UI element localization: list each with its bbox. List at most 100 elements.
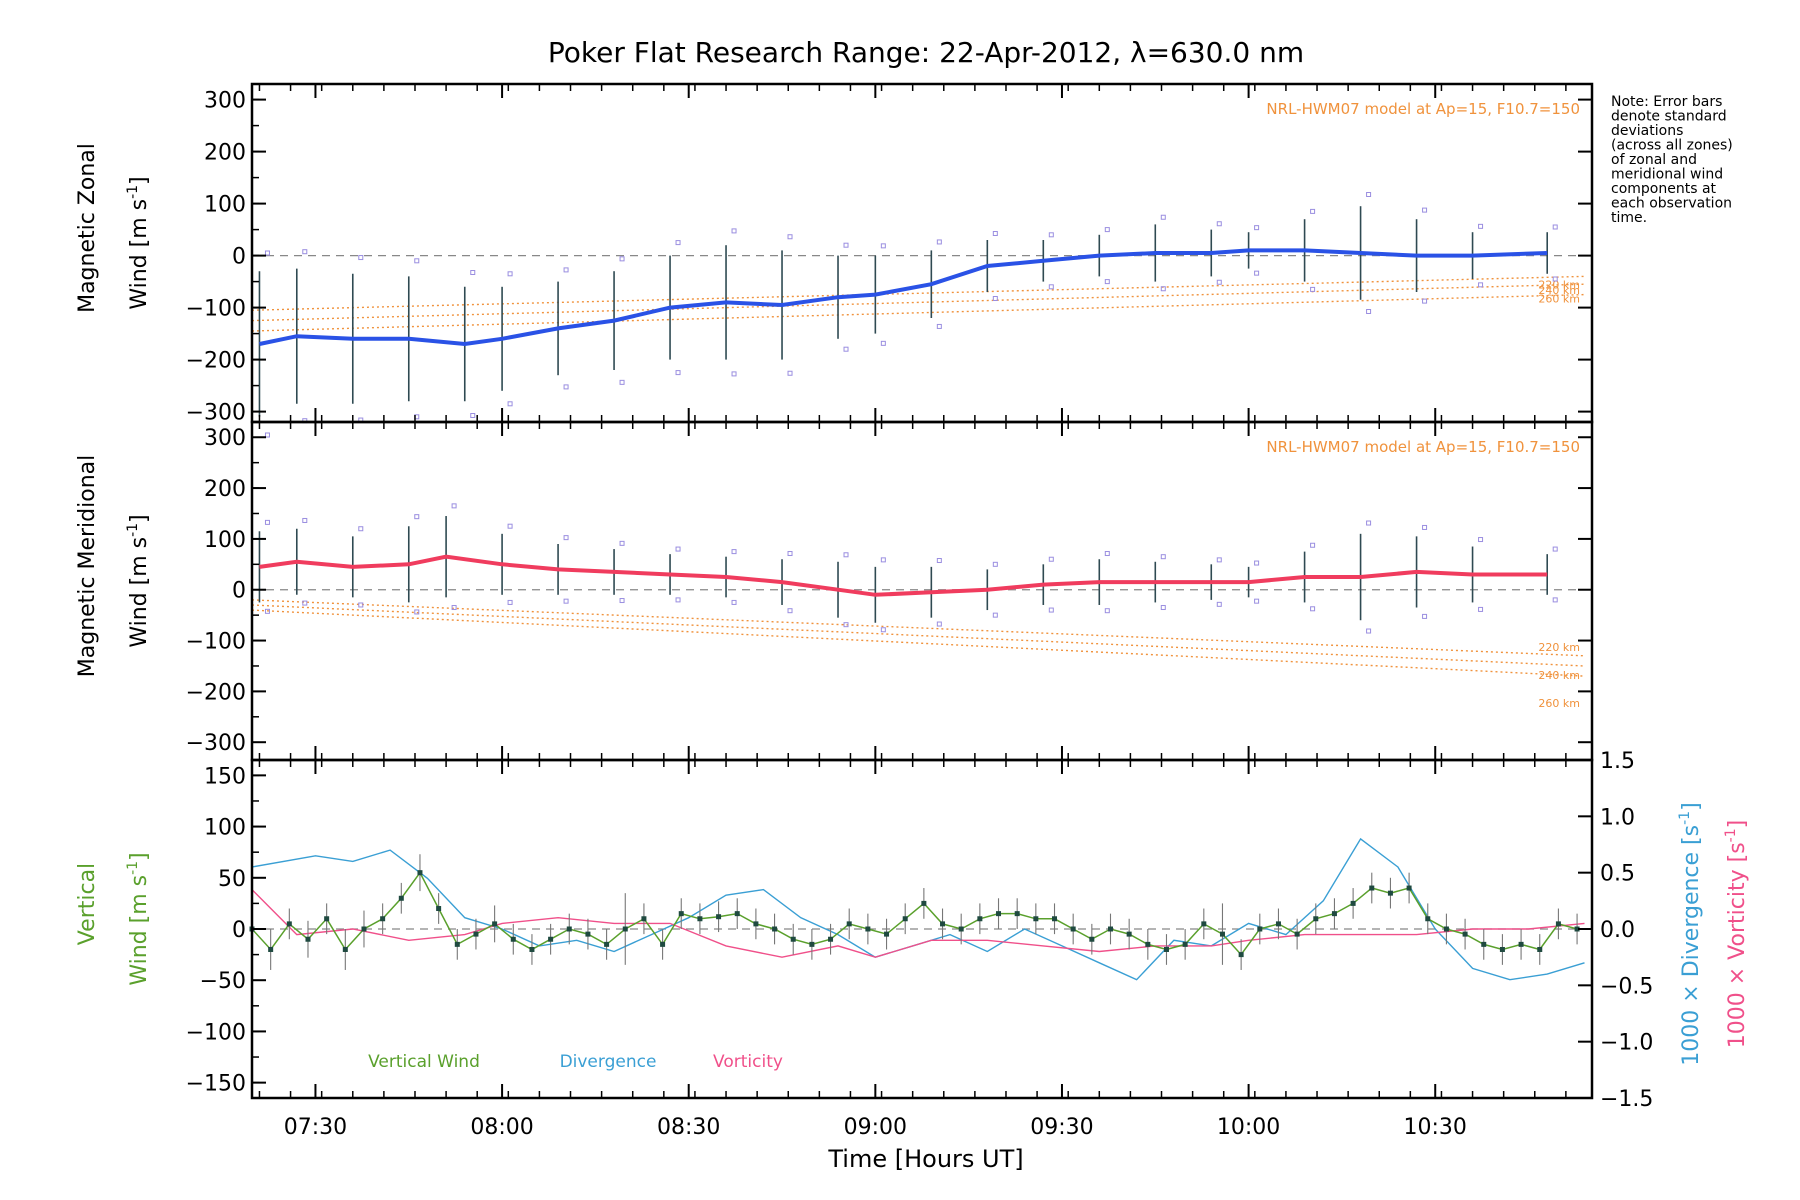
vertical-wind-point	[1257, 926, 1263, 932]
y-axis-label-line2-close: ]	[127, 176, 152, 185]
zone-sample-marker	[1216, 279, 1222, 285]
zone-sample-marker	[731, 549, 737, 555]
vertical-wind-point	[977, 916, 983, 922]
vertical-wind-point	[865, 926, 871, 932]
y-axis-label-line1-main: Magnetic Meridional	[75, 455, 100, 677]
y2-tick-label: 0.5	[1600, 862, 1635, 887]
zone-sample-marker	[414, 609, 420, 615]
vertical-wind-point	[417, 870, 423, 876]
zone-sample-marker	[414, 258, 420, 264]
zone-sample-marker	[1216, 557, 1222, 563]
zone-sample-marker	[1478, 537, 1484, 543]
vertical-wind-point	[1275, 921, 1281, 927]
vertical-wind-point	[1574, 926, 1580, 932]
divergence-axis-label-close: ]	[1679, 802, 1704, 811]
note-line: time.	[1611, 210, 1647, 226]
legend-entry: Divergence	[560, 1052, 657, 1072]
y-axis-label-line2-sup: -1	[125, 861, 141, 875]
zone-sample-marker	[302, 517, 308, 523]
vertical-wind-point	[1126, 931, 1132, 937]
note-line: of zonal and	[1611, 152, 1697, 168]
zone-sample-marker	[1104, 227, 1110, 233]
vertical-wind-line	[251, 871, 1578, 956]
zone-sample-marker	[843, 346, 849, 352]
divergence-axis-label: 1000 × Divergence [s-1]	[1677, 802, 1704, 1065]
zone-sample-marker	[1048, 284, 1054, 290]
model-altitude-label: 220 km	[1538, 641, 1580, 654]
vertical-wind-point	[716, 914, 722, 920]
x-tick-label: 09:00	[844, 1115, 907, 1140]
vertical-wind-point	[772, 926, 778, 932]
vorticity-axis-label: 1000 × Vorticity [s-1]	[1723, 820, 1750, 1048]
zone-sample-marker	[731, 228, 737, 234]
zone-sample-marker	[507, 599, 513, 605]
zone-sample-marker	[936, 558, 942, 564]
zone-sample-marker	[1104, 608, 1110, 614]
y-axis-label-line1: Magnetic Meridional	[75, 455, 100, 677]
zone-sample-marker	[992, 561, 998, 567]
y-axis-label-line1: Vertical	[75, 863, 100, 945]
y-axis-label-line2-sup: -1	[125, 185, 141, 199]
model-altitude-label: 220 km	[1538, 278, 1580, 291]
zone-sample-marker	[1310, 542, 1316, 548]
vorticity-axis-label-sup: -1	[1723, 828, 1739, 842]
zone-sample-marker	[731, 599, 737, 605]
legend-entry: Vorticity	[713, 1052, 783, 1072]
x-axis-label: Time [Hours UT]	[827, 1145, 1023, 1173]
zone-sample-marker	[1104, 551, 1110, 557]
vertical-wind-point	[678, 911, 684, 917]
vorticity-axis-label-main: 1000 × Vorticity [s	[1725, 842, 1750, 1048]
vertical-wind-point	[492, 921, 498, 927]
zone-sample-marker	[936, 239, 942, 245]
vertical-wind-point	[380, 916, 386, 922]
zone-sample-marker	[470, 413, 476, 418]
zonal-wind-line	[259, 248, 1548, 347]
meridional-wind-panel: 220 km 240 km 260 km NRL-HWM07 model at Ap=…	[75, 420, 1594, 762]
zone-sample-marker	[1254, 225, 1260, 231]
vertical-wind-point	[529, 946, 535, 952]
zone-sample-marker	[992, 296, 998, 301]
y2-tick-label: −1.0	[1600, 1031, 1653, 1056]
zone-sample-marker	[264, 250, 270, 256]
vertical-wind-point	[1238, 952, 1244, 958]
zone-sample-marker	[1254, 598, 1260, 604]
vertical-wind-point	[809, 941, 815, 947]
model-altitude-label: 260 km	[1538, 293, 1580, 306]
y-tick-label: −200	[186, 349, 246, 374]
zone-sample-marker	[1422, 207, 1428, 213]
chart-title: Poker Flat Research Range: 22-Apr-2012, …	[548, 36, 1304, 69]
y-axis-label-line1-main: Magnetic Zonal	[75, 143, 100, 313]
zone-sample-marker	[1160, 286, 1166, 292]
zone-sample-marker	[1048, 232, 1054, 238]
zone-sample-marker	[675, 546, 681, 552]
zone-sample-marker	[1422, 524, 1428, 530]
note-line: Note: Error bars	[1611, 94, 1722, 110]
zone-sample-marker	[507, 271, 513, 277]
zone-sample-marker	[470, 270, 476, 275]
vertical-wind-point	[436, 906, 442, 912]
zone-sample-marker	[619, 379, 625, 385]
vertical-wind-point	[1219, 931, 1225, 937]
y-tick-label: 300	[204, 426, 246, 451]
model-curve-260km	[251, 293, 1585, 332]
zone-sample-marker	[843, 622, 849, 628]
zone-sample-marker	[264, 519, 270, 525]
y-axis-label-line2-main: Wind [m s	[127, 875, 152, 986]
vertical-wind-point	[1518, 941, 1524, 947]
vertical-wind-point	[1145, 941, 1151, 947]
vorticity-line	[251, 889, 1585, 958]
y2-tick-label: −1.5	[1600, 1087, 1653, 1112]
zone-sample-marker	[880, 557, 886, 563]
vertical-wind-point	[828, 936, 834, 942]
vertical-wind-point	[884, 931, 890, 937]
model-curve-220km	[251, 275, 1585, 311]
zone-sample-marker	[507, 523, 513, 529]
zone-sample-marker	[992, 231, 998, 236]
vertical-wind-point	[1107, 926, 1113, 932]
zone-sample-marker	[302, 600, 308, 606]
vertical-wind-point	[268, 946, 274, 952]
vertical-wind-point	[1070, 926, 1076, 932]
vertical-wind-point	[622, 926, 628, 932]
zone-sample-marker	[1552, 224, 1558, 230]
